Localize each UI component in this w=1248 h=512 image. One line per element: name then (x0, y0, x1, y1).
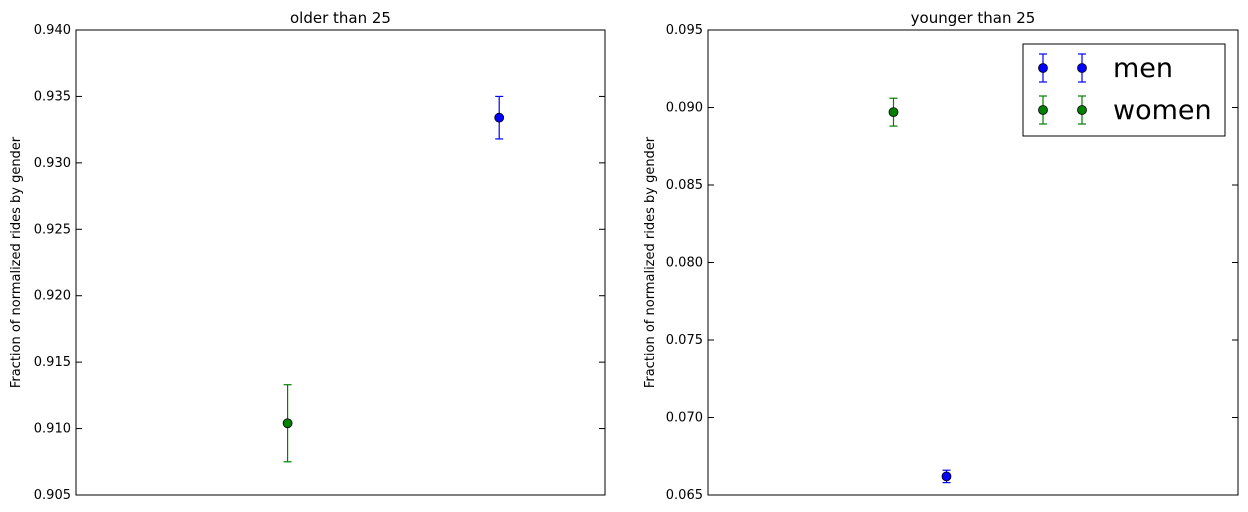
legend-label: women (1113, 95, 1212, 126)
y-tick-label: 0.915 (34, 355, 71, 370)
marker (494, 112, 505, 123)
y-tick-label: 0.935 (34, 89, 71, 104)
y-tick-label: 0.085 (666, 178, 703, 193)
y-tick-label: 0.075 (666, 333, 703, 348)
y-tick-label: 0.925 (34, 222, 71, 237)
chart-panel-1: 0.905 0.910 0.915 0.920 0.925 0.930 0.935 0.940… (9, 9, 606, 503)
y-tick-label: 0.910 (34, 422, 71, 437)
legend-entry-women: women (1038, 95, 1212, 126)
chart-title: older than 25 (290, 9, 391, 27)
y-tick-label: 0.905 (34, 488, 71, 503)
chart-title: younger than 25 (911, 9, 1036, 27)
y-tick-label: 0.095 (666, 23, 703, 38)
chart-panel-2: 0.065 0.070 0.075 0.080 0.085 0.090 0.095 young… (643, 9, 1239, 503)
legend-marker (1077, 63, 1087, 73)
y-tick-label: 0.090 (666, 101, 703, 116)
y-tick-label: 0.940 (34, 23, 71, 38)
data-point-men (494, 95, 505, 140)
legend-marker (1038, 105, 1048, 115)
y-tick-label: 0.930 (34, 156, 71, 171)
data-point-men (941, 469, 952, 484)
legend-entry-men: men (1038, 53, 1173, 84)
data-point-women (888, 97, 899, 127)
y-tick-label: 0.070 (666, 411, 703, 426)
legend-label: men (1113, 53, 1173, 84)
y-axis-label: Fraction of normalized rides by gender (9, 136, 24, 388)
marker (282, 418, 293, 429)
marker (941, 471, 952, 482)
legend-box (1022, 43, 1226, 137)
legend-marker (1077, 105, 1087, 115)
legend: men women (1022, 43, 1226, 137)
legend-marker (1038, 63, 1048, 73)
y-axis-label: Fraction of normalized rides by gender (643, 136, 658, 388)
data-point-women (282, 384, 293, 463)
marker (888, 107, 899, 118)
y-tick-label: 0.080 (666, 256, 703, 271)
y-tick-label: 0.065 (666, 488, 703, 503)
y-tick-label: 0.920 (34, 289, 71, 304)
plot-frame (75, 29, 606, 496)
